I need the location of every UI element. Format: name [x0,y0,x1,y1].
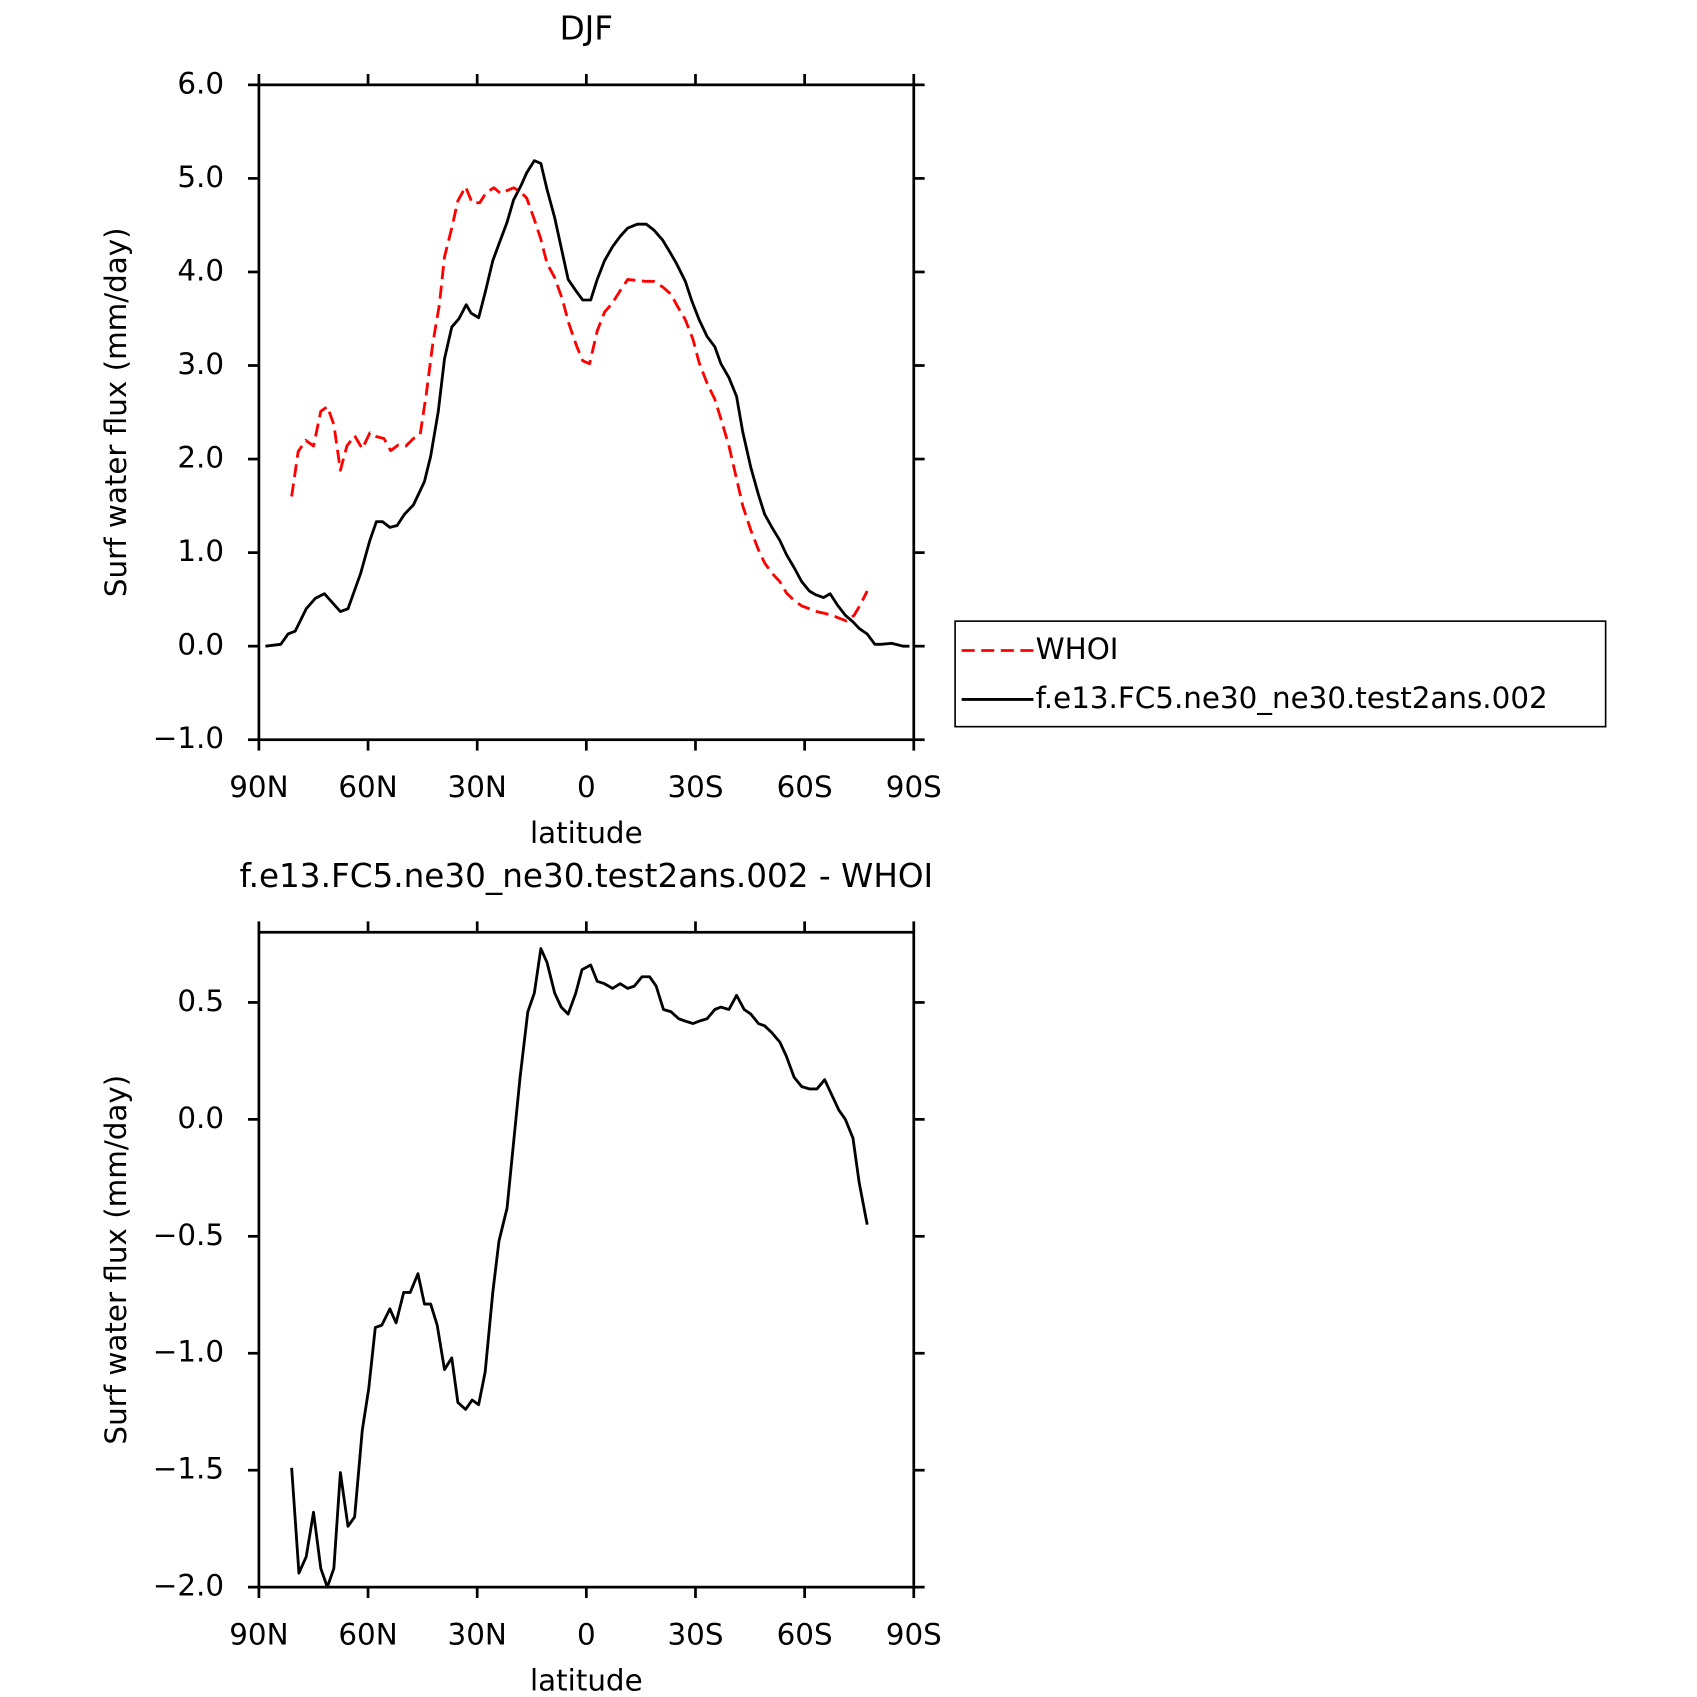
y-axis-label: Surf water flux (mm/day) [99,227,133,597]
y-tick-label: −1.0 [153,721,224,755]
data-line [265,159,910,648]
data-line [290,185,869,623]
panel: f.e13.FC5.ne30_ne30.test2ans.002 - WHOI −… [99,857,942,1697]
y-tick-label: 4.0 [177,253,224,287]
x-tick-label: 30N [448,1618,507,1652]
y-tick-label: 2.0 [177,441,224,475]
chart-title: DJF [560,9,614,47]
y-tick-label: −1.5 [153,1452,224,1486]
x-axis-label: latitude [530,816,643,850]
chart-title: f.e13.FC5.ne30_ne30.test2ans.002 - WHOI [240,857,934,895]
y-tick-label: −2.0 [153,1569,224,1603]
y-tick-label: 3.0 [177,347,224,381]
y-axis-label: Surf water flux (mm/day) [99,1075,133,1445]
x-axis-label: latitude [530,1663,643,1697]
x-tick-label: 30N [448,770,507,804]
legend-label: WHOI [1036,632,1119,666]
plot-frame [257,83,916,742]
x-tick-label: 90S [886,1618,942,1652]
y-tick-label: −1.0 [153,1335,224,1369]
x-tick-label: 90S [886,770,942,804]
x-tick-label: 90N [229,1618,288,1652]
x-tick-label: 60S [777,1618,833,1652]
x-tick-label: 60S [777,770,833,804]
legend-box [954,620,1607,728]
x-tick-label: 30S [667,770,723,804]
x-tick-label: 90N [229,770,288,804]
y-tick-label: 1.0 [177,534,224,568]
legend: WHOI f.e13.FC5.ne30_ne30.test2ans.002 [954,620,1607,728]
legend-label: f.e13.FC5.ne30_ne30.test2ans.002 [1036,681,1548,715]
y-tick-label: 0.0 [177,628,224,662]
panel: DJF −1.0 0.0 1.0 2.0 3.0 4.0 5.0 6.0 90N 60N 30N 0 30… [99,9,1607,850]
x-tick-label: 60N [338,770,397,804]
y-tick-label: −0.5 [153,1218,224,1252]
x-tick-label: 0 [577,1618,596,1652]
y-tick-label: 5.0 [177,160,224,194]
x-tick-label: 60N [338,1618,397,1652]
data-line [290,947,869,1589]
y-tick-label: 0.0 [177,1101,224,1135]
y-tick-label: 0.5 [177,984,224,1018]
y-tick-label: 6.0 [177,66,224,100]
x-tick-label: 0 [577,770,596,804]
x-tick-label: 30S [667,1618,723,1652]
